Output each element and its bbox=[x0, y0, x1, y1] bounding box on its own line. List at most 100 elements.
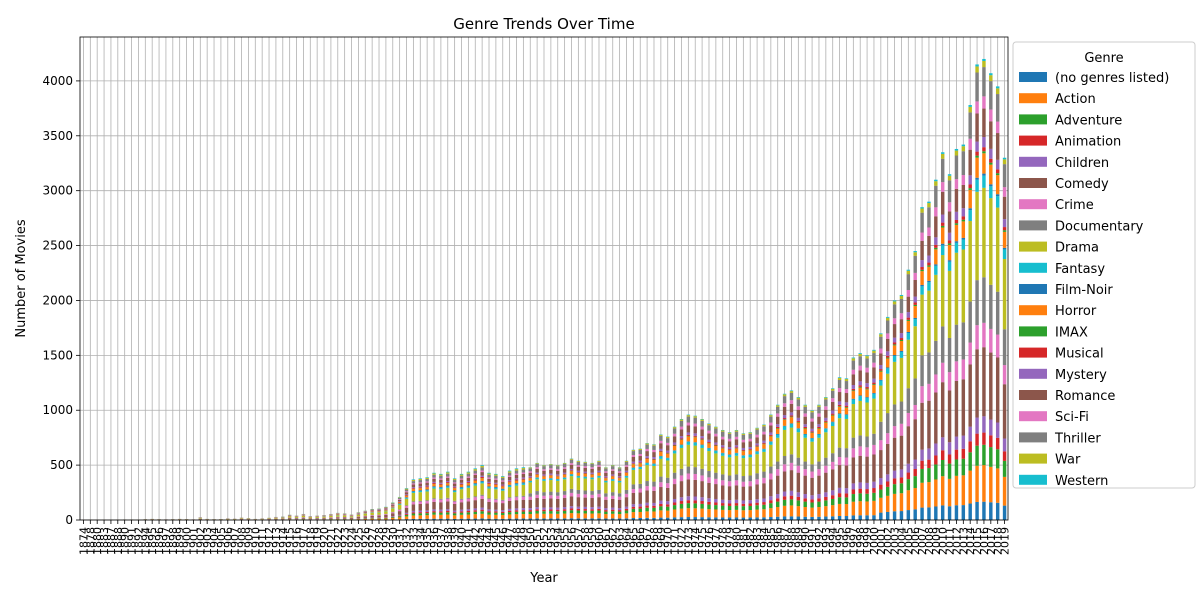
bar-segment bbox=[885, 495, 890, 512]
bar-segment bbox=[913, 459, 917, 470]
bar-segment bbox=[727, 433, 732, 439]
bar-segment bbox=[645, 511, 649, 518]
bar-segment bbox=[452, 486, 457, 488]
bar-segment bbox=[879, 333, 883, 335]
bar-segment bbox=[672, 428, 677, 434]
legend-swatch bbox=[1019, 199, 1047, 210]
bar-segment bbox=[755, 473, 759, 480]
x-tick-label: 1998 bbox=[854, 527, 867, 555]
bar-segment bbox=[679, 468, 684, 476]
bar-segment bbox=[824, 472, 828, 493]
bar-segment bbox=[714, 433, 718, 437]
bar-segment bbox=[556, 498, 560, 508]
bar-segment bbox=[480, 511, 484, 514]
bar-segment bbox=[494, 498, 498, 500]
bar-segment bbox=[899, 313, 904, 320]
bar-segment bbox=[617, 499, 622, 509]
bar-segment bbox=[507, 480, 512, 482]
bar-segment bbox=[583, 494, 587, 498]
bar-segment bbox=[837, 406, 842, 414]
bar-segment bbox=[947, 202, 952, 212]
bar-segment bbox=[631, 457, 636, 462]
bar-segment bbox=[844, 393, 849, 403]
bar-segment bbox=[830, 413, 835, 415]
bar-segment bbox=[810, 410, 814, 411]
bar-segment bbox=[968, 221, 972, 302]
bar-segment bbox=[707, 501, 711, 505]
bar-segment bbox=[796, 516, 801, 520]
bar-segment bbox=[851, 390, 856, 392]
bar-segment bbox=[638, 517, 642, 520]
bar-segment bbox=[487, 487, 491, 489]
bar-segment bbox=[961, 175, 966, 185]
x-tick-label: 1987 bbox=[779, 527, 792, 555]
bar-segment bbox=[721, 453, 725, 456]
bar-segment bbox=[803, 501, 807, 508]
bar-segment bbox=[789, 392, 794, 401]
bar-segment bbox=[913, 279, 917, 297]
bar-segment bbox=[391, 518, 395, 520]
bar-segment bbox=[672, 444, 677, 446]
bar-segment bbox=[597, 489, 601, 494]
bar-segment bbox=[287, 516, 292, 518]
x-tick-label: 2011 bbox=[944, 527, 957, 555]
bar-segment bbox=[714, 453, 718, 473]
bar-segment bbox=[391, 504, 395, 506]
x-tick-label: 1941 bbox=[462, 527, 475, 555]
bar-segment bbox=[672, 505, 677, 510]
bar-segment bbox=[631, 518, 636, 520]
bar-segment bbox=[562, 494, 567, 499]
bar-segment bbox=[734, 448, 739, 453]
bar-segment bbox=[954, 211, 959, 220]
bar-segment bbox=[789, 516, 794, 520]
bar-segment bbox=[404, 498, 409, 506]
bar-segment bbox=[975, 72, 979, 102]
bar-segment bbox=[734, 485, 739, 500]
bar-segment bbox=[968, 188, 972, 190]
bar-segment bbox=[1002, 384, 1007, 439]
bar-segment bbox=[590, 468, 594, 473]
bar-segment bbox=[494, 518, 498, 520]
bar-segment bbox=[562, 509, 567, 511]
bar-segment bbox=[892, 318, 897, 325]
bar-segment bbox=[968, 149, 972, 176]
bar-segment bbox=[315, 518, 319, 520]
bar-segment bbox=[638, 488, 642, 493]
bar-segment bbox=[734, 505, 739, 510]
bar-segment bbox=[418, 500, 422, 502]
bar-segment bbox=[748, 449, 752, 450]
bar-segment bbox=[514, 497, 519, 501]
bar-segment bbox=[693, 508, 697, 518]
bar-segment bbox=[459, 502, 464, 510]
bar-segment bbox=[1002, 249, 1007, 260]
bar-segment bbox=[1002, 460, 1007, 477]
bar-segment bbox=[597, 470, 601, 473]
x-tick-label: 1931 bbox=[394, 527, 407, 555]
bar-segment bbox=[817, 428, 821, 434]
x-tick-label: 1891 bbox=[126, 527, 139, 555]
bar-segment bbox=[721, 436, 725, 440]
bar-segment bbox=[631, 488, 636, 493]
x-tick-label: 1996 bbox=[840, 527, 853, 555]
x-tick-label: 1929 bbox=[380, 527, 393, 555]
x-tick-label: 1900 bbox=[181, 527, 194, 555]
bar-segment bbox=[425, 477, 429, 478]
bar-segment bbox=[899, 357, 904, 402]
bar-segment bbox=[810, 495, 814, 500]
bar-segment bbox=[528, 478, 532, 481]
bar-segment bbox=[501, 511, 505, 513]
bar-segment bbox=[727, 441, 732, 448]
bar-segment bbox=[611, 495, 615, 499]
legend-swatch bbox=[1019, 368, 1047, 379]
bar-segment bbox=[466, 476, 471, 478]
bar-segment bbox=[693, 445, 697, 468]
bar-segment bbox=[624, 506, 629, 509]
x-tick-label: 1927 bbox=[366, 527, 379, 555]
bar-segment bbox=[439, 478, 443, 480]
bar-segment bbox=[830, 505, 835, 517]
chart-title: Genre Trends Over Time bbox=[453, 15, 634, 33]
bar-segment bbox=[384, 518, 388, 520]
x-tick-label: 1953 bbox=[545, 527, 558, 555]
bar-segment bbox=[446, 471, 450, 473]
